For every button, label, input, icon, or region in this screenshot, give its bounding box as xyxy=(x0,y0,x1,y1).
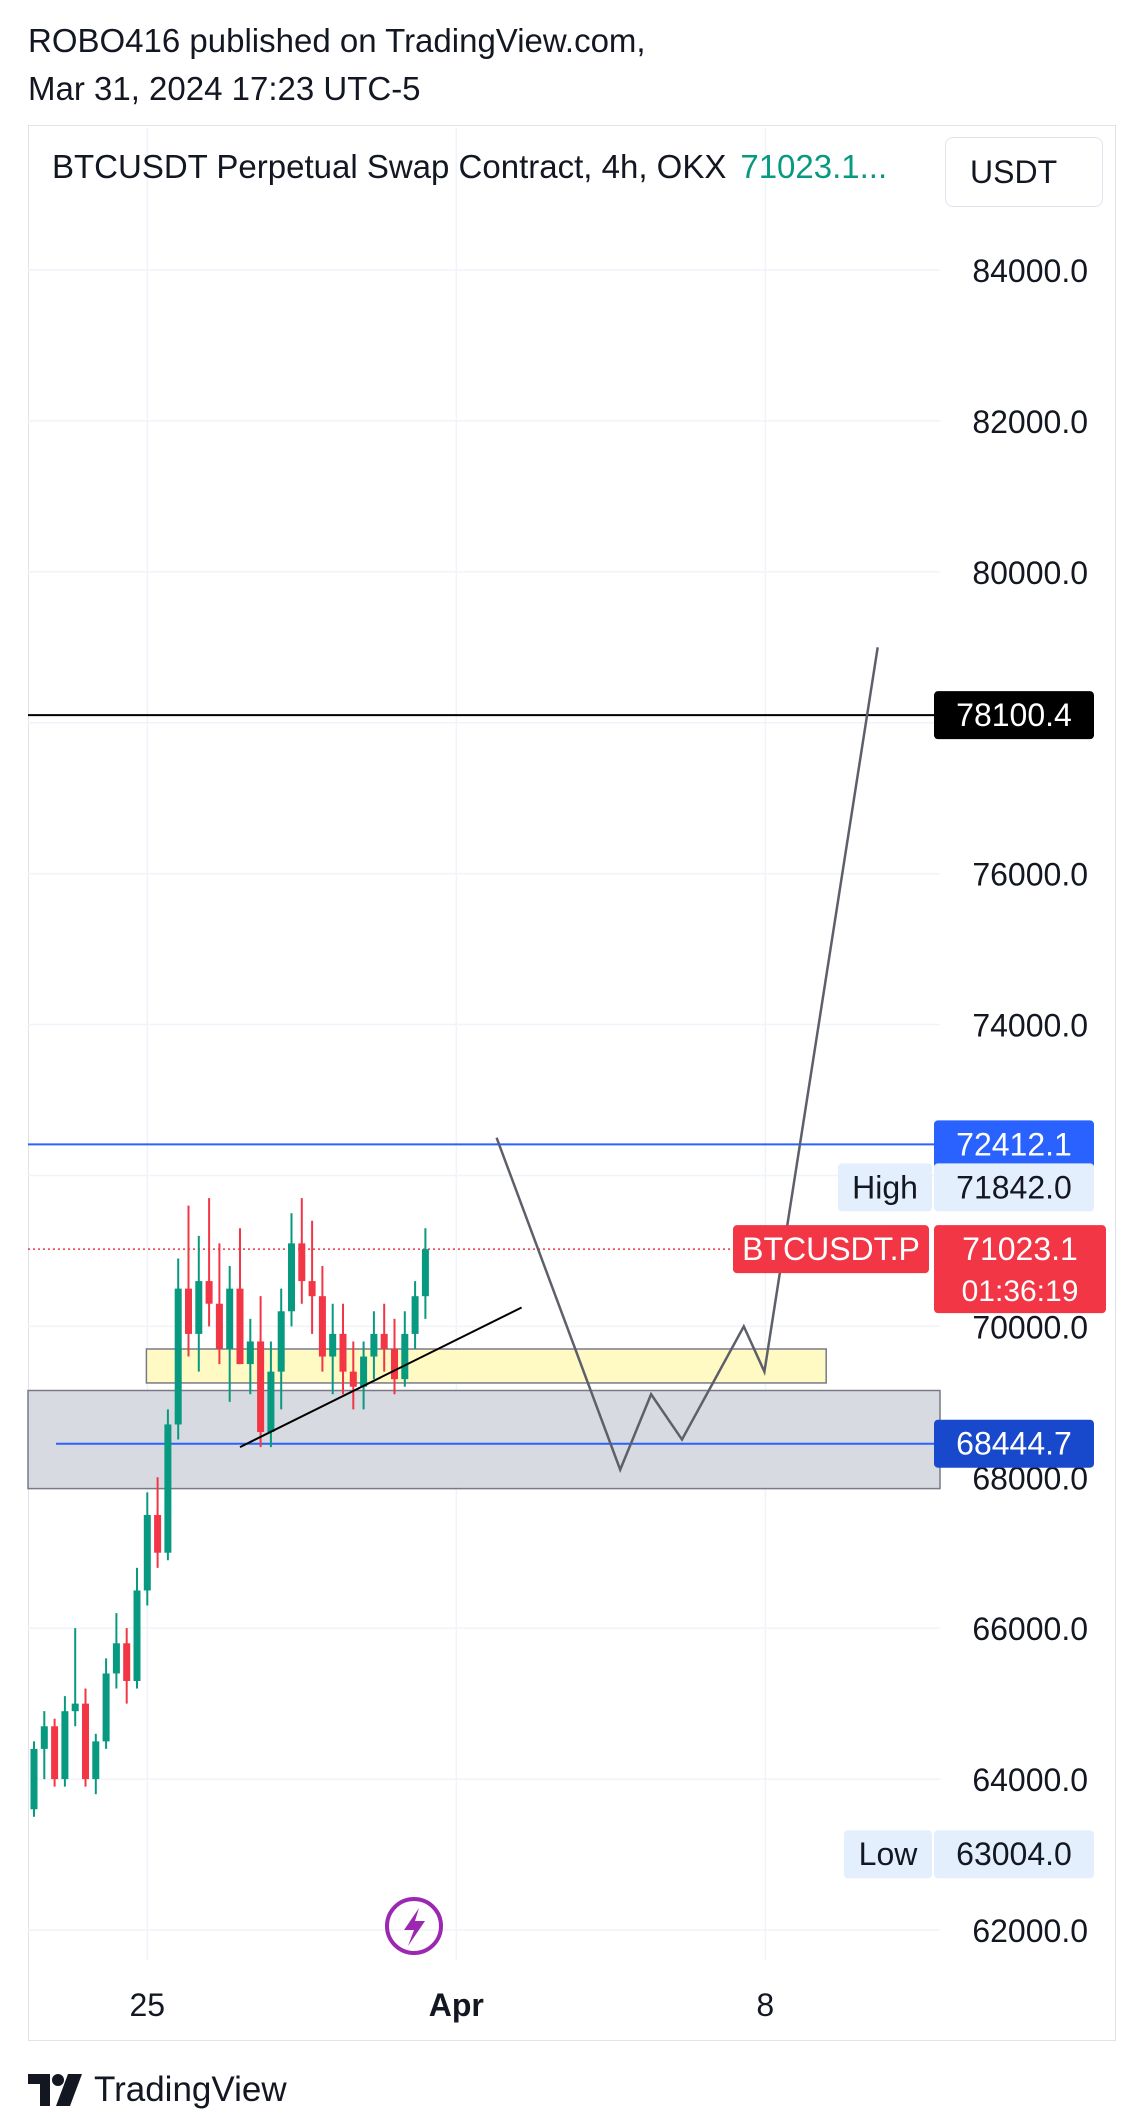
candle-body[interactable] xyxy=(267,1371,275,1432)
trendline[interactable] xyxy=(239,1306,523,1448)
bar-countdown: 01:36:19 xyxy=(962,1275,1079,1308)
drawings xyxy=(239,647,879,1474)
y-tick-label: 74000.0 xyxy=(972,1008,1088,1044)
candle-body[interactable] xyxy=(349,1371,357,1387)
legend-last-price: 71023.1... xyxy=(740,148,888,185)
candle-body[interactable] xyxy=(40,1726,48,1749)
y-tick-label: 70000.0 xyxy=(972,1309,1088,1345)
candle-body[interactable] xyxy=(339,1333,347,1372)
candle-body[interactable] xyxy=(123,1643,131,1681)
symbol-title: BTCUSDT Perpetual Swap Contract, 4h, OKX xyxy=(52,148,727,185)
level-badge-68444-bg xyxy=(934,1419,1094,1468)
candle-body[interactable] xyxy=(82,1703,89,1780)
price-badges: 78100.4 72412.1 68444.7 High 71842.0 Low 63004… xyxy=(733,691,1106,1879)
candle-body[interactable] xyxy=(61,1711,69,1780)
y-tick-label: 76000.0 xyxy=(972,857,1088,893)
y-tick-label: 80000.0 xyxy=(972,555,1088,591)
high-label: High xyxy=(852,1169,918,1205)
candle-body[interactable] xyxy=(71,1703,79,1712)
levels xyxy=(28,714,940,1445)
candle-body[interactable] xyxy=(288,1243,295,1312)
candle-body[interactable] xyxy=(421,1249,429,1297)
low-value-bg xyxy=(934,1830,1094,1879)
candle-body[interactable] xyxy=(226,1288,234,1349)
candle-body[interactable] xyxy=(154,1515,162,1553)
low-value: 63004.0 xyxy=(956,1836,1072,1872)
candle-body[interactable] xyxy=(30,1748,38,1810)
y-tick-label: 82000.0 xyxy=(972,404,1088,440)
high-value: 71842.0 xyxy=(956,1169,1072,1205)
high-value-bg xyxy=(934,1163,1094,1212)
candle-body[interactable] xyxy=(102,1673,110,1742)
candle-body[interactable] xyxy=(391,1349,398,1380)
level-badge-78100-bg xyxy=(934,691,1094,740)
lightning-icon[interactable] xyxy=(385,1897,443,1955)
publish-date: Mar 31, 2024 17:23 UTC-5 xyxy=(28,70,421,107)
last-price-value: 71023.1 xyxy=(962,1231,1078,1267)
tradingview-logo-icon xyxy=(28,2074,82,2106)
candle-body[interactable] xyxy=(308,1281,316,1297)
level-badge-68444: 68444.7 xyxy=(956,1426,1072,1462)
candle-body[interactable] xyxy=(318,1296,326,1357)
level-badge-78100: 78100.4 xyxy=(956,697,1072,733)
low-label-bg xyxy=(844,1830,932,1879)
candle-body[interactable] xyxy=(370,1333,378,1357)
candle-body[interactable] xyxy=(195,1281,203,1334)
x-tick-label: 8 xyxy=(756,1987,774,2023)
candle-body[interactable] xyxy=(112,1643,120,1674)
last-price-badge-bg xyxy=(934,1225,1106,1314)
price-axis: 84000.0 82000.0 80000.0 76000.0 74000.0 70000… xyxy=(972,253,1088,1949)
low-label: Low xyxy=(859,1836,919,1872)
x-tick-label: Apr xyxy=(429,1987,484,2023)
candle-body[interactable] xyxy=(215,1303,223,1349)
candle-body[interactable] xyxy=(185,1288,192,1334)
candle-body[interactable] xyxy=(411,1296,419,1334)
y-tick-label: 64000.0 xyxy=(972,1762,1088,1798)
projection-path[interactable] xyxy=(495,647,879,1474)
candle-body[interactable] xyxy=(143,1515,151,1591)
level-badge-72412-bg xyxy=(934,1120,1094,1169)
candle-body[interactable] xyxy=(401,1333,409,1380)
y-tick-label: 66000.0 xyxy=(972,1611,1088,1647)
candle-body[interactable] xyxy=(51,1726,59,1780)
publisher-line: ROBO416 published on TradingView.com, xyxy=(28,22,646,59)
grid xyxy=(28,128,940,1960)
candle-body[interactable] xyxy=(205,1281,213,1304)
candles xyxy=(30,1198,429,1817)
candle-body[interactable] xyxy=(277,1311,285,1372)
time-axis: 25 Apr 8 xyxy=(130,1987,775,2023)
candle-body[interactable] xyxy=(360,1356,368,1387)
symbol-badge-bg xyxy=(733,1225,929,1274)
currency-button[interactable]: USDT xyxy=(945,137,1103,207)
candle-body[interactable] xyxy=(380,1333,388,1349)
candle-body[interactable] xyxy=(92,1741,100,1780)
y-tick-label: 84000.0 xyxy=(972,253,1088,289)
candle-body[interactable] xyxy=(298,1243,306,1282)
candle-body[interactable] xyxy=(133,1590,141,1681)
level-badge-72412: 72412.1 xyxy=(956,1126,1072,1162)
chart-frame xyxy=(28,125,1116,2041)
candle-body[interactable] xyxy=(236,1288,244,1365)
symbol-badge: BTCUSDT.P xyxy=(742,1231,920,1267)
candle-body[interactable] xyxy=(329,1333,337,1357)
high-label-bg xyxy=(838,1163,932,1212)
candle-body[interactable] xyxy=(164,1424,172,1553)
tradingview-wordmark: TradingView xyxy=(94,2070,287,2109)
symbol-legend: BTCUSDT Perpetual Swap Contract, 4h, OKX… xyxy=(52,148,887,186)
x-tick-label: 25 xyxy=(130,1987,166,2023)
candle-body[interactable] xyxy=(257,1341,265,1432)
candle-body[interactable] xyxy=(174,1288,182,1425)
y-tick-label: 62000.0 xyxy=(972,1913,1088,1949)
tradingview-logo[interactable]: TradingView xyxy=(28,2070,287,2110)
candle-body[interactable] xyxy=(246,1341,254,1365)
